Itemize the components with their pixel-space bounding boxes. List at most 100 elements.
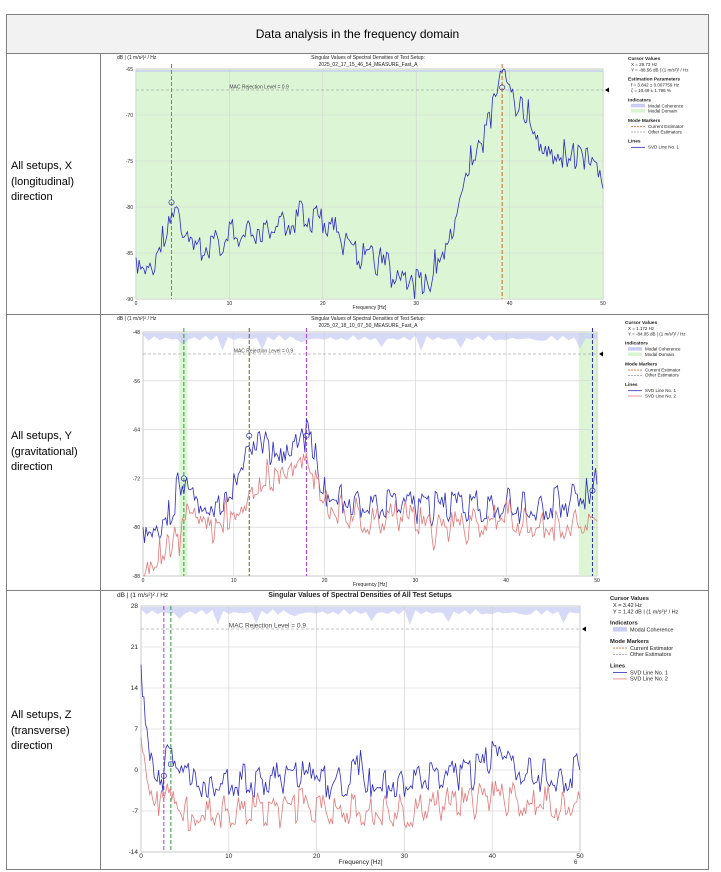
mac-rejection-label: MAC Rejection Level = 0.9	[234, 349, 294, 355]
x-tick-label: 20	[322, 578, 328, 584]
legend-item: Modal Domain	[648, 109, 678, 114]
y-tick-label: -56	[133, 379, 140, 385]
mac-level-pointer	[605, 87, 609, 93]
x-tick-label: 20	[313, 853, 321, 860]
modal-coherence-strip	[141, 607, 580, 625]
x-tick-label: 30	[413, 301, 419, 307]
modal-coherence-strip	[136, 70, 603, 72]
y-axis-label: dB | (1 m/s²)² / Hz	[117, 55, 157, 61]
table-title: Data analysis in the frequency domain	[255, 27, 460, 41]
legend-value: X = 1.172 Hz	[628, 326, 655, 331]
chart-1: 0 10 20 30 40 50 -65 -70 -75 -80 -85 -90 MAC Rejecti…	[117, 55, 689, 311]
y-tick-label: -88	[133, 574, 140, 580]
x-tick-label: 10	[225, 853, 233, 860]
legend-item: SVD Line No. 1	[630, 670, 668, 676]
chart-3: 0 10 20 30 40 50 28 21 14 7 0 -7 -14 MAC Rejection Le…	[117, 592, 679, 866]
legend-section-title: Mode Markers	[610, 639, 649, 645]
y-tick-label: -70	[126, 113, 133, 119]
y-tick-label: 28	[131, 603, 139, 610]
legend-item: SVD Line No. 1	[645, 388, 677, 393]
legend-section-title: Indicators	[610, 621, 638, 627]
legend-section-title: Lines	[628, 139, 641, 145]
legend-item: Modal Coherence	[645, 347, 681, 352]
y-tick-label: -7	[132, 808, 138, 815]
legend-item: Other Estimators	[630, 652, 672, 658]
legend-section-title: Estimation Parameters	[628, 77, 680, 83]
legend-swatch	[613, 627, 627, 632]
y-tick-label: -80	[133, 525, 140, 531]
peak-marker	[168, 199, 175, 206]
x-tick-label: 50	[576, 853, 584, 860]
x-tick-label: 0	[135, 301, 138, 307]
chart-title: Singular Values of Spectral Densities of…	[268, 592, 452, 599]
legend-value: Y = 1.42 dB | (1 m/s²)² / Hz	[613, 609, 679, 615]
x-tick-label: 0	[142, 578, 145, 584]
legend-section-title: Lines	[625, 382, 638, 388]
x-tick-label: 10	[227, 301, 233, 307]
x-tick-label: 10	[231, 578, 237, 584]
x-tick-label: 20	[320, 301, 326, 307]
row-divider	[7, 53, 708, 54]
x-tick-label: 0	[139, 853, 143, 860]
mac-level-pointer	[599, 351, 603, 357]
y-tick-label: -85	[126, 251, 133, 257]
legend-value: Y = -84.05 dB | (1 m/s²)² / Hz	[628, 331, 686, 336]
row-label-z: All setups, Z (transverse) direction	[11, 709, 72, 752]
series-line-1	[142, 418, 598, 543]
row-label-y: All setups, Y (gravitational) direction	[11, 430, 78, 473]
mac-rejection-label: MAC Rejection Level = 0.9	[229, 85, 289, 91]
footer-mark: 6	[574, 860, 578, 866]
row-label-x: All setups, X (longitudinal) direction	[11, 160, 74, 203]
legend-section-title: Mode Markers	[628, 118, 661, 124]
legend-item: Modal Coherence	[630, 628, 673, 634]
peak-marker	[589, 487, 596, 494]
legend-value: ζ = 10.49 ± 1.796 %	[631, 88, 671, 93]
legend-swatch	[628, 352, 642, 356]
y-tick-label: -64	[133, 428, 140, 434]
y-tick-label: 14	[131, 685, 139, 692]
y-axis-label: dB | (1 m/s²)² / Hz	[117, 316, 157, 322]
legend-item: Current Estimator	[630, 646, 673, 652]
series-line-2	[143, 453, 598, 577]
modal-coherence-strip	[143, 333, 597, 351]
row-divider	[7, 590, 708, 591]
legend-value: Y = -88.56 dB | (1 m/s²)² / Hz	[631, 67, 689, 72]
plot-area	[142, 331, 598, 577]
x-axis-label: Frequency [Hz]	[353, 305, 388, 311]
legend-value: X = 29.73 Hz	[631, 62, 658, 67]
peak-marker	[303, 432, 310, 439]
legend-item: Modal Coherence	[648, 103, 684, 108]
legend-item: Current Estimator	[645, 367, 681, 372]
legend-item: SVD Line No. 2	[630, 677, 668, 683]
peak-marker	[246, 432, 253, 439]
mac-rejection-label: MAC Rejection Level = 0.9	[229, 623, 307, 630]
peak-marker	[499, 84, 506, 91]
x-axis-label: Frequency [Hz]	[338, 859, 382, 866]
x-axis-label: Frequency [Hz]	[353, 582, 388, 588]
peak-marker	[180, 475, 187, 482]
legend-value: X = 3.42 Hz	[613, 603, 642, 609]
legend-section-title: Indicators	[625, 341, 648, 347]
chart-subtitle: 2025_02_18_10_07_50_MEASURE_Fast_A	[319, 323, 419, 329]
x-tick-label: 40	[503, 578, 509, 584]
modal-domain-band	[578, 332, 597, 576]
y-tick-label: -90	[126, 297, 133, 303]
series-line-1	[140, 664, 581, 800]
modal-domain-band	[136, 69, 603, 299]
legend-section-title: Lines	[610, 663, 625, 669]
legend-section-title: Cursor Values	[625, 320, 658, 326]
x-tick-label: 50	[600, 301, 606, 307]
y-tick-label: -14	[129, 849, 139, 856]
legend-item: Other Estimators	[648, 129, 683, 134]
table-header: Data analysis in the frequency domain	[7, 15, 708, 53]
analysis-table: Data analysis in the frequency domain Al…	[6, 14, 709, 870]
x-tick-label: 40	[489, 853, 497, 860]
chart-2: 0 10 20 30 40 50 -48 -56 -64 -72 -80 -88 MAC Rejecti…	[117, 316, 686, 588]
peak-marker	[160, 772, 167, 779]
legend-item: SVD Line No. 2	[645, 393, 677, 398]
y-tick-label: -75	[126, 159, 133, 165]
legend-section-title: Cursor Values	[628, 56, 661, 62]
